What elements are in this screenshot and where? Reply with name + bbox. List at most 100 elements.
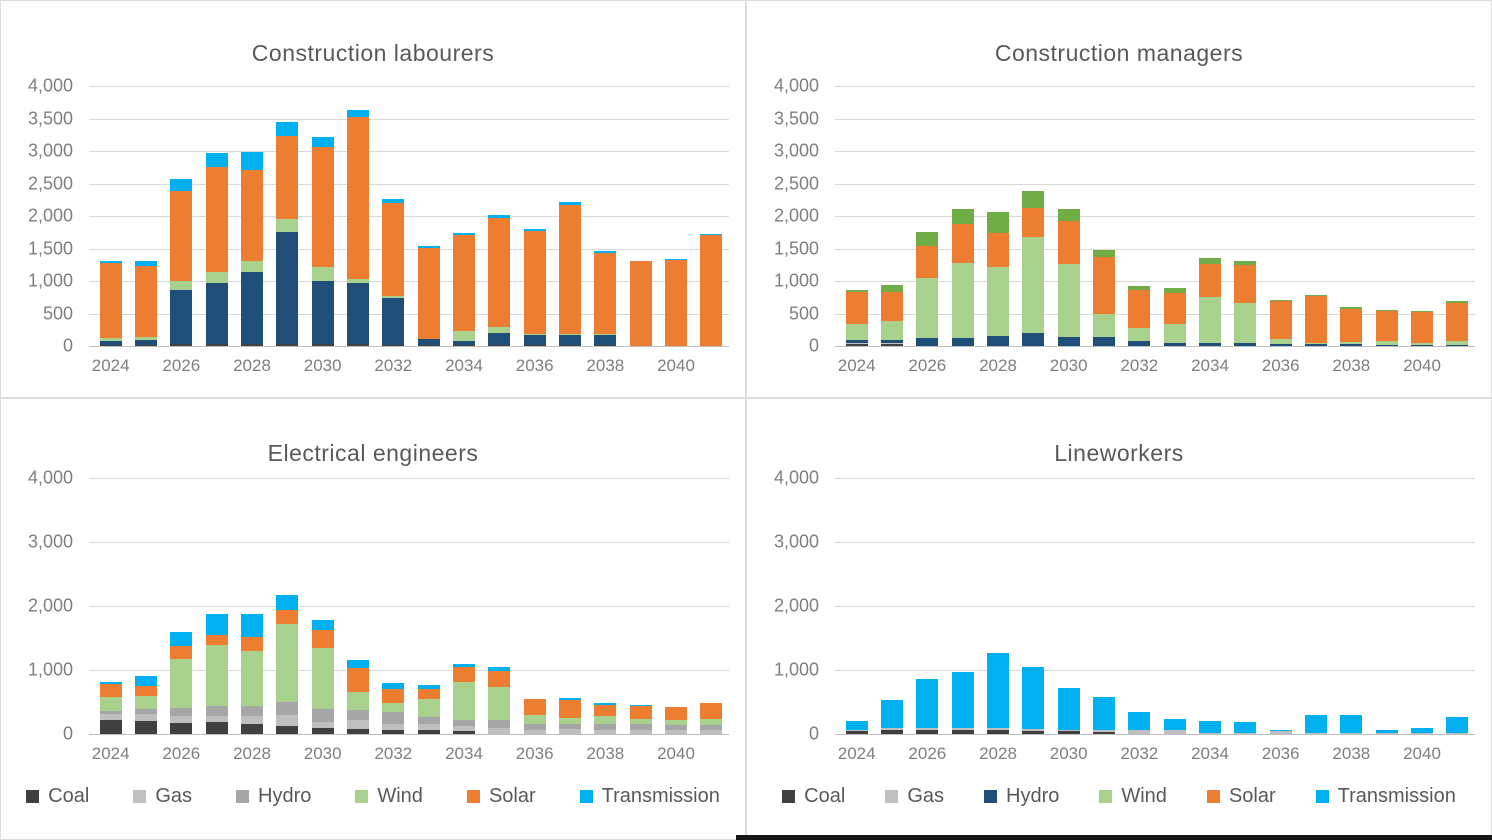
x-axis-tick-label: 2040 — [657, 356, 695, 375]
x-axis-tick-label: 2024 — [91, 744, 130, 763]
bar-segment-wind — [523, 715, 546, 724]
bar-2029 — [276, 595, 299, 734]
bar-segment-hydro — [135, 340, 157, 345]
gridline — [835, 118, 1475, 120]
y-axis-tick-label: 2,000 — [27, 595, 73, 616]
legend-label: Gas — [155, 785, 192, 807]
bar-segment-wind — [241, 260, 263, 272]
x-axis-tick-label: 2030 — [1049, 356, 1088, 375]
y-axis-tick-label: 3,000 — [773, 140, 819, 161]
y-axis-tick-label: 1,000 — [27, 659, 73, 680]
bar-2038 — [1340, 307, 1363, 346]
bar-segment-coal — [453, 731, 475, 734]
bar-segment-wind — [417, 338, 440, 340]
bar-2040 — [1411, 310, 1433, 346]
bar-segment-gas — [881, 728, 903, 730]
bar-segment-transmission — [1163, 288, 1186, 294]
bar-segment-hydro — [453, 719, 475, 726]
bar-2034 — [453, 663, 475, 734]
bar-2032 — [1128, 712, 1151, 734]
bar-segment-solar — [347, 116, 369, 279]
bottom-black-strip — [736, 835, 1492, 840]
bar-segment-transmission — [1446, 716, 1469, 734]
bar-segment-wind — [559, 333, 581, 335]
bar-2040 — [1411, 727, 1433, 734]
legend-label: Wind — [1121, 785, 1167, 807]
bar-segment-solar — [417, 689, 440, 700]
bar-segment-solar — [241, 169, 263, 261]
bar-segment-wind — [987, 266, 1009, 337]
y-axis-tick-label: 1,500 — [773, 238, 819, 258]
legend-item-transmission: Transmission — [579, 785, 720, 808]
bar-segment-coal — [311, 344, 334, 346]
x-axis-tick-label: 2036 — [1261, 744, 1300, 763]
bar-segment-hydro — [629, 724, 652, 730]
x-axis-tick-label: 2032 — [1120, 744, 1159, 763]
coal-swatch-icon — [782, 790, 796, 803]
bar-segment-solar — [916, 245, 939, 279]
bar-segment-solar — [1411, 311, 1433, 344]
bar-segment-transmission — [135, 676, 157, 687]
legend-item-wind: Wind — [355, 785, 423, 808]
bar-segment-coal — [1057, 731, 1080, 734]
bar-segment-hydro — [951, 337, 974, 346]
bar-2033 — [417, 685, 440, 734]
chart-panel-electrical-engineers: Electrical engineers 0 1,000 2,000 3,000 4,0… — [0, 398, 746, 840]
bar-segment-wind — [700, 718, 723, 726]
bar-segment-transmission — [1269, 299, 1292, 301]
bar-segment-hydro — [417, 717, 440, 725]
y-axis-tick-label: 4,000 — [773, 75, 819, 96]
bar-2027 — [951, 208, 974, 346]
y-axis-tick-label: 4,000 — [27, 75, 73, 96]
bar-segment-gas — [1163, 730, 1186, 734]
bar-2037 — [1305, 715, 1327, 734]
bar-segment-hydro — [700, 725, 723, 731]
bar-2032 — [382, 682, 405, 734]
bar-2037 — [559, 202, 581, 346]
bar-segment-transmission — [916, 678, 939, 728]
bar-segment-solar — [559, 204, 581, 334]
bar-segment-hydro — [488, 333, 511, 346]
bar-segment-hydro — [276, 702, 299, 715]
bar-segment-coal — [881, 729, 903, 734]
legend-label: Transmission — [601, 785, 720, 807]
bar-2024 — [99, 681, 122, 734]
bar-segment-transmission — [1234, 721, 1257, 733]
gridline — [89, 281, 729, 282]
bar-segment-hydro — [559, 723, 581, 729]
bar-segment-hydro — [1128, 340, 1151, 346]
gridline — [89, 346, 729, 347]
x-axis-tick-label: 2036 — [515, 744, 554, 763]
bar-2028 — [241, 152, 263, 346]
bar-segment-solar — [205, 634, 228, 646]
bar-segment-transmission — [488, 667, 511, 672]
bar-segment-hydro — [347, 282, 369, 345]
bar-segment-solar — [488, 671, 511, 687]
gridline — [835, 670, 1475, 671]
bar-segment-wind — [1057, 264, 1080, 337]
bar-segment-solar — [311, 630, 334, 648]
legend-label: Solar — [488, 785, 536, 807]
bar-2033 — [1163, 719, 1186, 734]
bar-segment-wind — [276, 218, 299, 232]
bar-segment-wind — [1163, 324, 1186, 344]
bar-segment-solar — [881, 291, 903, 321]
bar-segment-transmission — [1093, 250, 1115, 257]
bar-segment-transmission — [1340, 307, 1363, 310]
bar-2028 — [987, 653, 1009, 734]
bar-2031 — [347, 660, 369, 734]
bar-segment-hydro — [382, 712, 405, 724]
gridline — [89, 734, 729, 735]
bar-segment-wind — [417, 699, 440, 718]
bar-segment-gas — [1340, 733, 1363, 734]
bar-segment-solar — [1340, 309, 1363, 343]
legend-label: Hydro — [258, 785, 312, 807]
bar-segment-hydro — [523, 723, 546, 730]
x-axis-tick-label: 2036 — [1261, 356, 1300, 375]
bar-segment-transmission — [205, 614, 228, 635]
gridline — [835, 281, 1475, 282]
bar-segment-transmission — [382, 199, 405, 203]
bar-segment-solar — [382, 689, 405, 703]
x-axis-tick-label: 2030 — [303, 356, 342, 375]
bar-segment-gas — [845, 343, 868, 345]
